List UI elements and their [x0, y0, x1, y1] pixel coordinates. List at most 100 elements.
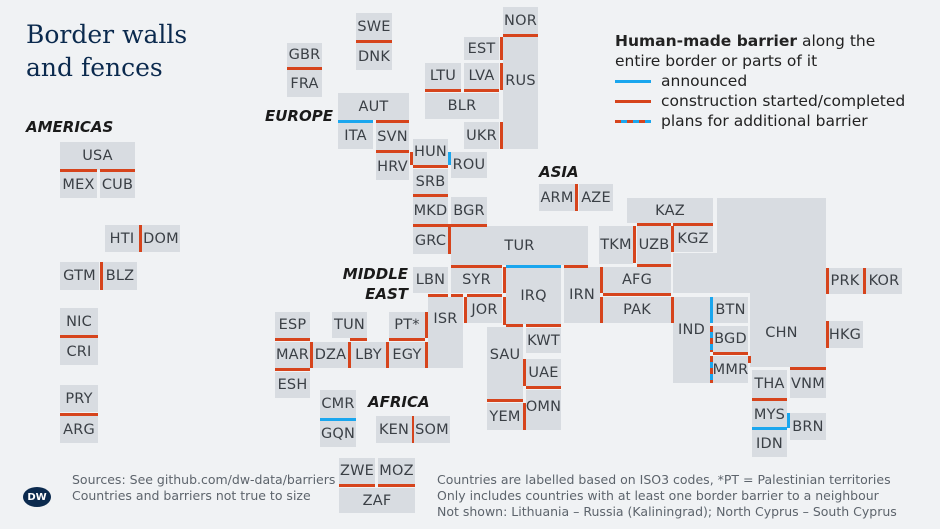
country-tile-rus: RUS — [503, 37, 538, 149]
country-tile-fra: FRA — [287, 70, 322, 97]
country-tile-hti: HTI — [105, 225, 139, 252]
country-tile-nor: NOR — [503, 7, 538, 34]
country-tile-mys: MYS — [752, 401, 787, 428]
legend-heading-rest: along the entire border or parts of it — [615, 32, 876, 70]
legend-item-announced: announced — [615, 71, 905, 91]
country-tile-kaz: KAZ — [627, 198, 713, 223]
barrier-esp-mar-built — [275, 338, 310, 341]
barrier-ukr-rus-built — [500, 122, 503, 149]
country-tile-srb: SRB — [413, 169, 448, 194]
barrier-tur-syr-built — [451, 265, 502, 268]
country-tile-aze: AZE — [579, 184, 613, 211]
country-tile-tun: TUN — [332, 312, 367, 338]
country-tile-kor: KOR — [866, 268, 902, 294]
country-tile-isr: ISR — [428, 297, 463, 368]
barrier-irq-kwt-built — [526, 324, 561, 327]
barrier-usa-cub-built — [100, 169, 135, 172]
country-tile-gbr: GBR — [287, 43, 322, 67]
country-tile-blr: BLR — [425, 93, 499, 119]
country-tile-swe: SWE — [356, 13, 392, 40]
country-tile-lby: LBY — [351, 342, 386, 368]
country-tile-dom: DOM — [142, 225, 180, 252]
country-tile-egy: EGY — [389, 342, 425, 368]
country-tile-svn: SVN — [376, 123, 409, 150]
country-tile-dnk: DNK — [356, 43, 392, 70]
country-tile-tur: TUR — [451, 226, 588, 265]
barrier-mar-esh-built — [275, 368, 310, 371]
barrier-ken-som-built — [412, 416, 414, 443]
barrier-syr-jor-built — [467, 294, 502, 297]
legend: Human-made barrier along the entire bord… — [615, 31, 905, 131]
legend-heading: Human-made barrier along the entire bord… — [615, 31, 895, 71]
barrier-hti-dom-built — [139, 225, 142, 252]
barrier-grc-tur-built — [448, 224, 451, 254]
barrier-tha-mys-built — [752, 398, 787, 401]
barrier-arm-aze-built — [575, 184, 578, 211]
country-tile-ken: KEN — [376, 416, 412, 443]
barrier-pt-isr-built — [425, 312, 428, 338]
barrier-irq-sau-built — [506, 324, 523, 327]
country-tile-ltu: LTU — [425, 63, 461, 89]
country-tile-ind: IND — [673, 297, 710, 383]
country-tile-kwt: KWT — [526, 328, 561, 353]
barrier-moz-zaf-built — [378, 484, 415, 487]
country-tile-hun: HUN — [413, 139, 448, 165]
country-tile-idn: IDN — [752, 430, 787, 457]
barrier-mkd-grc-built — [413, 224, 448, 227]
barrier-swe-dnk-built — [356, 40, 392, 43]
barrier-usa-mex-built — [60, 169, 97, 172]
barrier-tun-lby-built — [350, 338, 367, 341]
barrier-tur-irn-built — [564, 265, 588, 268]
barrier-ind-bgd-mixed — [710, 326, 713, 352]
country-tile-tha: THA — [752, 370, 787, 398]
legend-swatch-built — [615, 99, 651, 103]
barrier-chn-mmr-built — [748, 356, 751, 363]
barrier-lva-rus-built — [500, 63, 503, 90]
country-tile-esh: ESH — [275, 372, 310, 398]
country-tile-mex: MEX — [60, 172, 97, 198]
country-tile-jor: JOR — [467, 297, 502, 323]
country-tile-pry: PRY — [60, 385, 98, 412]
footer-right: Countries are labelled based on ISO3 cod… — [437, 472, 897, 520]
barrier-kaz-uzb-built — [637, 223, 671, 226]
country-tile-grc: GRC — [413, 227, 448, 254]
country-tile-esp: ESP — [275, 312, 310, 338]
country-tile-irn: IRN — [564, 267, 600, 323]
barrier-gtm-blz-built — [100, 262, 103, 290]
country-tile-cri: CRI — [60, 338, 98, 365]
legend-label: construction started/completed — [661, 92, 906, 110]
barrier-lby-egy-built — [386, 342, 389, 368]
barrier-chn-hkg-built — [826, 321, 829, 348]
country-tile-brn: BRN — [790, 413, 826, 440]
barrier-gbr-fra-built — [287, 67, 322, 70]
barrier-syr-isr-built — [451, 294, 463, 297]
country-tile-arg: ARG — [60, 416, 98, 443]
barrier-aut-ita-announced — [338, 120, 373, 123]
country-tile-uae: UAE — [526, 359, 561, 386]
barrier-pak-ind-built — [671, 297, 674, 323]
country-tile-ita: ITA — [338, 123, 373, 149]
country-tile-irq: IRQ — [506, 267, 561, 324]
country-tile-mkd: MKD — [413, 197, 448, 224]
barrier-chn-vnm-built — [790, 367, 826, 370]
barrier-irn-afg-built — [600, 267, 603, 293]
barrier-afg-pak-built — [603, 293, 671, 296]
country-tile-zaf: ZAF — [339, 488, 415, 513]
barrier-nic-cri-built — [60, 335, 98, 338]
footer-note-includes: Only includes countries with at least on… — [437, 488, 879, 503]
country-tile-hrv: HRV — [376, 153, 409, 180]
barrier-srb-mkd-built — [413, 194, 448, 197]
country-tile-lbn: LBN — [413, 267, 448, 293]
country-tile-est: EST — [464, 37, 499, 60]
country-tile-lva: LVA — [464, 63, 499, 89]
barrier-sau-yem-built — [487, 399, 523, 402]
region-label-europe: EUROPE — [265, 107, 333, 125]
country-tile-syr: SYR — [451, 267, 502, 293]
barrier-est-rus-built — [500, 37, 503, 60]
footer-note-size: Countries and barriers not true to size — [72, 488, 311, 503]
barrier-pt-egy-built — [389, 338, 425, 341]
footer-note-not-shown: Not shown: Lithuania – Russia (Kaliningr… — [437, 504, 897, 519]
barrier-uzb-afg-built — [637, 264, 671, 267]
barrier-mys-idn-announced — [752, 427, 787, 430]
barrier-irn-pak-built — [600, 297, 603, 323]
